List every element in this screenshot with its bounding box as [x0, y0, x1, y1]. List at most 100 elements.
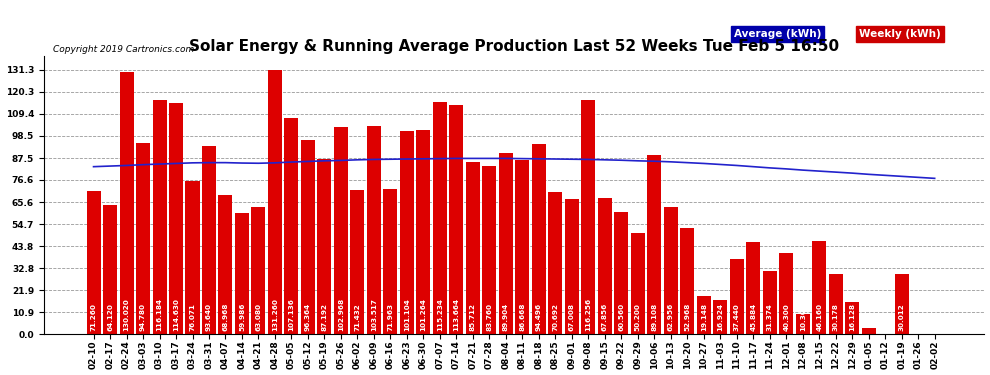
- Text: 107.136: 107.136: [288, 298, 294, 331]
- Bar: [284, 118, 298, 334]
- Text: 70.692: 70.692: [552, 303, 558, 331]
- Bar: [202, 146, 216, 334]
- Text: 40.300: 40.300: [783, 303, 789, 331]
- Text: 71.260: 71.260: [90, 303, 97, 331]
- Bar: [499, 153, 513, 334]
- Bar: [152, 100, 166, 334]
- Text: 130.020: 130.020: [124, 298, 130, 331]
- Text: 30.012: 30.012: [899, 303, 905, 331]
- Text: 76.071: 76.071: [189, 303, 195, 331]
- Bar: [548, 192, 562, 334]
- Bar: [433, 102, 446, 334]
- Text: Average (kWh): Average (kWh): [734, 29, 821, 39]
- Text: 16.924: 16.924: [718, 303, 724, 331]
- Bar: [350, 190, 364, 334]
- Bar: [697, 296, 711, 334]
- Text: 10.308: 10.308: [800, 303, 806, 331]
- Text: 101.104: 101.104: [404, 298, 410, 331]
- Bar: [812, 241, 827, 334]
- Bar: [532, 144, 545, 334]
- Text: 19.148: 19.148: [701, 303, 707, 331]
- Text: 114.630: 114.630: [173, 298, 179, 331]
- Bar: [647, 155, 661, 334]
- Text: 103.517: 103.517: [371, 298, 377, 331]
- Text: 64.120: 64.120: [107, 303, 113, 331]
- Text: 94.780: 94.780: [140, 303, 146, 331]
- Text: 45.884: 45.884: [750, 303, 756, 331]
- Bar: [730, 259, 743, 334]
- Text: 116.184: 116.184: [156, 298, 162, 331]
- Bar: [400, 130, 414, 334]
- Bar: [449, 105, 463, 334]
- Title: Solar Energy & Running Average Production Last 52 Weeks Tue Feb 5 16:50: Solar Energy & Running Average Productio…: [189, 39, 840, 54]
- Text: 16.128: 16.128: [849, 303, 855, 331]
- Bar: [301, 140, 315, 334]
- Text: 71.963: 71.963: [387, 303, 393, 331]
- Text: 102.968: 102.968: [338, 298, 344, 331]
- Bar: [169, 104, 183, 334]
- Text: 52.968: 52.968: [684, 303, 690, 331]
- Bar: [565, 199, 579, 334]
- Text: Weekly (kWh): Weekly (kWh): [859, 29, 940, 39]
- Bar: [829, 273, 842, 334]
- Bar: [268, 70, 282, 334]
- Bar: [713, 300, 728, 334]
- Text: 113.664: 113.664: [453, 298, 459, 331]
- Text: 94.496: 94.496: [536, 303, 542, 331]
- Text: 62.956: 62.956: [668, 303, 674, 331]
- Bar: [136, 143, 150, 334]
- Text: Copyright 2019 Cartronics.com: Copyright 2019 Cartronics.com: [53, 45, 194, 54]
- Bar: [796, 314, 810, 334]
- Text: 116.256: 116.256: [585, 298, 591, 331]
- Text: 96.364: 96.364: [305, 303, 311, 331]
- Bar: [417, 130, 431, 334]
- Text: 60.560: 60.560: [619, 303, 625, 331]
- Bar: [86, 191, 101, 334]
- Bar: [318, 159, 332, 334]
- Bar: [334, 127, 347, 335]
- Text: 46.160: 46.160: [816, 303, 823, 331]
- Bar: [615, 212, 629, 334]
- Bar: [235, 213, 249, 334]
- Text: 83.760: 83.760: [486, 303, 492, 331]
- Bar: [516, 160, 530, 334]
- Text: 50.200: 50.200: [635, 303, 641, 331]
- Text: 71.432: 71.432: [354, 303, 360, 331]
- Text: 87.192: 87.192: [322, 303, 328, 331]
- Text: 89.904: 89.904: [503, 303, 509, 331]
- Bar: [185, 181, 200, 334]
- Text: 89.108: 89.108: [651, 303, 657, 331]
- Text: 115.234: 115.234: [437, 298, 443, 331]
- Bar: [383, 189, 397, 334]
- Bar: [120, 72, 134, 334]
- Text: 67.008: 67.008: [569, 303, 575, 331]
- Text: 68.968: 68.968: [223, 303, 229, 331]
- Bar: [746, 242, 760, 334]
- Text: 31.374: 31.374: [766, 303, 773, 331]
- Text: 30.178: 30.178: [833, 303, 839, 331]
- Text: 37.440: 37.440: [734, 303, 740, 331]
- Bar: [779, 253, 793, 334]
- Bar: [581, 100, 595, 334]
- Bar: [103, 205, 117, 334]
- Text: 101.264: 101.264: [421, 298, 427, 331]
- Text: 63.080: 63.080: [255, 303, 261, 331]
- Bar: [845, 302, 859, 334]
- Bar: [680, 228, 694, 334]
- Text: 131.260: 131.260: [272, 298, 278, 331]
- Text: 93.640: 93.640: [206, 303, 212, 331]
- Bar: [895, 274, 909, 334]
- Text: 85.712: 85.712: [470, 303, 476, 331]
- Bar: [663, 207, 678, 334]
- Bar: [762, 271, 777, 334]
- Bar: [219, 195, 233, 334]
- Text: 86.668: 86.668: [520, 303, 526, 331]
- Text: 59.986: 59.986: [239, 303, 245, 331]
- Bar: [367, 126, 381, 334]
- Text: 67.856: 67.856: [602, 303, 608, 331]
- Bar: [598, 198, 612, 334]
- Bar: [861, 328, 876, 334]
- Bar: [482, 165, 496, 334]
- Bar: [631, 233, 644, 334]
- Bar: [251, 207, 265, 334]
